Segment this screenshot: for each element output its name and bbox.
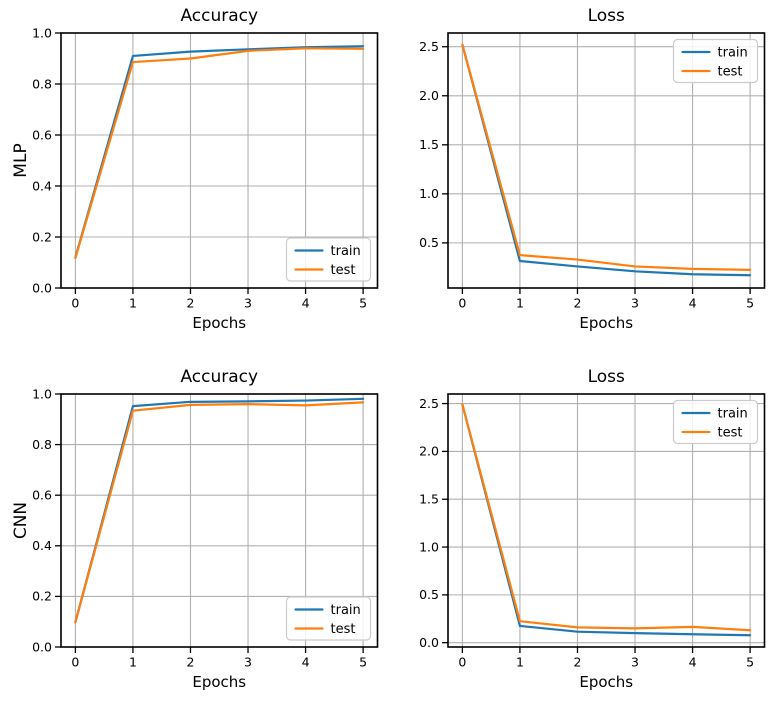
y-tick-label: 2.5 <box>419 395 439 410</box>
y-tick-label: 0.8 <box>32 76 52 91</box>
chart-title: Loss <box>587 6 624 26</box>
axes-spines <box>446 392 765 648</box>
y-tick-label: 0.2 <box>32 229 52 244</box>
chart-title: Accuracy <box>180 367 258 387</box>
legend-label-test: test <box>717 65 742 80</box>
y-tick-label: 1.0 <box>419 186 439 201</box>
y-tick-label: 1.0 <box>419 539 439 554</box>
chart-mlp-accuracy: 0 1 2 3 4 5 0.0 0.2 0.4 0.6 0.8 1.0 Accuracy Epochs ML… <box>0 0 387 351</box>
legend: train test <box>672 399 758 444</box>
legend-label-train: train <box>717 46 747 61</box>
y-tick-label: 2.5 <box>419 39 439 54</box>
legend-label-test: test <box>331 622 356 637</box>
y-tick-label: 0.0 <box>32 280 52 295</box>
x-tick-label: 5 <box>746 296 754 311</box>
y-axis-label: CNN <box>11 501 31 538</box>
x-axis-label: Epochs <box>192 673 246 691</box>
legend: train test <box>285 595 372 641</box>
x-tick-label: 1 <box>515 296 523 311</box>
y-axis-label: MLP <box>11 143 31 177</box>
x-tick-label: 3 <box>244 296 252 311</box>
x-tick-label: 3 <box>244 654 252 669</box>
chart-mlp-loss: 0 1 2 3 4 5 0.5 1.0 1.5 2.0 2.5 Loss Epochs train test <box>386 0 773 351</box>
x-tick-label: 0 <box>458 296 466 311</box>
y-tick-label: 2.0 <box>419 88 439 103</box>
x-tick-label: 2 <box>573 296 581 311</box>
x-tick-label: 1 <box>129 654 137 669</box>
y-tick-label: 0.4 <box>32 178 52 193</box>
legend-label-test: test <box>331 263 356 278</box>
line-train <box>74 45 365 259</box>
subplot-cnn-loss: 0 1 2 3 4 5 0.0 0.5 1.0 1.5 2.0 2.5 Loss Epochs train t… <box>386 350 773 701</box>
y-tick-label: 1.0 <box>32 25 52 40</box>
legend-label-train: train <box>717 406 747 421</box>
legend-label-train: train <box>331 244 361 259</box>
chart-title: Loss <box>587 367 624 387</box>
x-tick-label: 5 <box>359 296 367 311</box>
y-tick-label: 0.0 <box>419 634 439 649</box>
legend-label-train: train <box>331 603 361 618</box>
x-tick-label: 1 <box>515 654 523 669</box>
axes-spines <box>446 32 765 289</box>
y-tick-label: 1.5 <box>419 491 439 506</box>
line-test <box>460 402 751 631</box>
y-tick-label: 0.0 <box>32 639 52 654</box>
line-train <box>460 43 751 277</box>
legend: train test <box>285 237 372 282</box>
y-tick-label: 0.6 <box>32 127 52 142</box>
y-tick-label: 1.0 <box>32 386 52 401</box>
x-tick-label: 1 <box>129 296 137 311</box>
x-axis-label: Epochs <box>579 314 633 332</box>
x-axis-label: Epochs <box>579 673 633 691</box>
x-tick-label: 5 <box>359 654 367 669</box>
x-tick-label: 2 <box>573 654 581 669</box>
x-tick-label: 3 <box>631 296 639 311</box>
x-tick-label: 4 <box>688 296 696 311</box>
chart-background <box>0 350 387 701</box>
x-tick-label: 5 <box>746 654 754 669</box>
x-tick-label: 4 <box>302 296 310 311</box>
chart-cnn-accuracy: 0 1 2 3 4 5 0.0 0.2 0.4 0.6 0.8 1.0 Accuracy Epochs CN… <box>0 350 387 701</box>
x-tick-label: 2 <box>187 296 195 311</box>
x-axis-label: Epochs <box>192 314 246 332</box>
subplot-mlp-loss: 0 1 2 3 4 5 0.5 1.0 1.5 2.0 2.5 Loss Epochs train test <box>386 0 773 351</box>
axes-spines <box>60 392 379 648</box>
y-tick-label: 1.5 <box>419 137 439 152</box>
legend-label-test: test <box>717 425 742 440</box>
x-tick-label: 3 <box>631 654 639 669</box>
y-tick-label: 0.2 <box>32 588 52 603</box>
line-test <box>74 47 365 260</box>
subplot-cnn-accuracy: 0 1 2 3 4 5 0.0 0.2 0.4 0.6 0.8 1.0 Accuracy Epochs CN… <box>0 350 387 701</box>
chart-cnn-loss: 0 1 2 3 4 50.00.51.01.52.02.5LossEpochstraint… <box>386 350 773 701</box>
x-tick-label: 2 <box>187 654 195 669</box>
y-tick-label: 0.6 <box>32 487 52 502</box>
legend: train test <box>672 38 758 84</box>
y-tick-label: 0.5 <box>419 587 439 602</box>
x-tick-label: 0 <box>458 654 466 669</box>
y-tick-label: 0.8 <box>32 436 52 451</box>
x-tick-label: 4 <box>302 654 310 669</box>
y-tick-label: 2.0 <box>419 443 439 458</box>
subplot-mlp-accuracy: 0 1 2 3 4 5 0.0 0.2 0.4 0.6 0.8 1.0 Accuracy Epochs ML… <box>0 0 387 351</box>
x-tick-label: 4 <box>688 654 696 669</box>
chart-title: Accuracy <box>180 6 258 26</box>
y-tick-label: 0.5 <box>419 235 439 250</box>
line-test <box>74 400 365 623</box>
x-tick-label: 0 <box>71 296 79 311</box>
x-tick-label: 0 <box>71 654 79 669</box>
axes-spines <box>60 32 379 289</box>
y-tick-label: 0.4 <box>32 538 52 553</box>
line-test <box>460 43 751 271</box>
